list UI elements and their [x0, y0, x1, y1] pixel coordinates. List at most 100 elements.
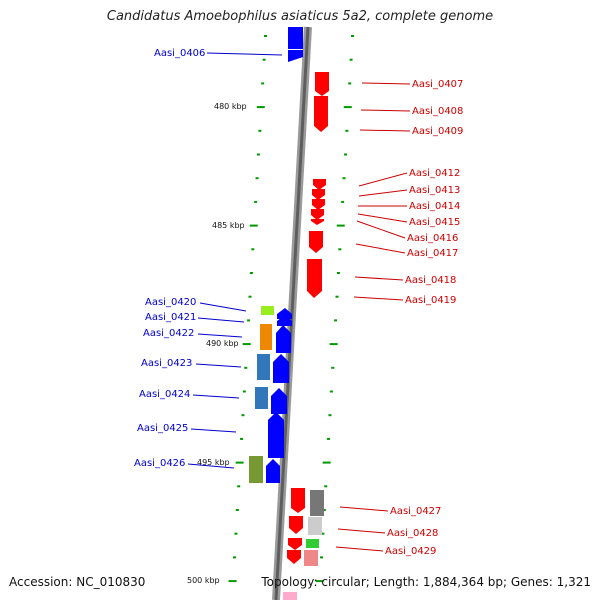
- tick-mark: [329, 390, 333, 393]
- tick-mark: [247, 319, 251, 322]
- gene-label-aasi-0427[interactable]: Aasi_0427: [390, 506, 441, 517]
- cds-aasi-0426[interactable]: [266, 459, 280, 483]
- feature-aasi-0426[interactable]: [249, 456, 263, 483]
- tick-mark: [232, 556, 236, 559]
- cds-aasi-0428[interactable]: [289, 516, 303, 534]
- tick-mark: [237, 485, 241, 488]
- feature-aasi-0429-extra[interactable]: [304, 550, 318, 566]
- cds-aasi-0429[interactable]: [288, 538, 302, 550]
- tick-mark: [242, 343, 251, 346]
- cds-aasi-0417[interactable]: [309, 231, 323, 253]
- tick-mark: [241, 414, 245, 417]
- gene-label-aasi-0420[interactable]: Aasi_0420: [145, 297, 196, 308]
- tick-mark: [261, 82, 265, 85]
- tick-mark: [348, 82, 352, 85]
- tick-mark: [235, 509, 239, 511]
- tick-mark: [256, 106, 265, 109]
- cds-aasi-0416[interactable]: [311, 219, 324, 225]
- cds-aasi-0414[interactable]: [312, 199, 325, 210]
- tick-mark: [244, 366, 248, 369]
- tick-column-right: [315, 35, 354, 583]
- gene-label-aasi-0429[interactable]: Aasi_0429: [385, 546, 436, 557]
- cds-aasi-0425[interactable]: [268, 412, 284, 458]
- gene-label-aasi-0426[interactable]: Aasi_0426: [134, 458, 185, 469]
- feature-aasi-0420[interactable]: [261, 306, 274, 315]
- cds-aasi-0427[interactable]: [291, 488, 305, 513]
- gene-label-aasi-0408[interactable]: Aasi_0408: [412, 106, 463, 117]
- feature-aasi-0423[interactable]: [257, 354, 270, 380]
- gene-label-aasi-0413[interactable]: Aasi_0413: [409, 185, 460, 196]
- gene-label-aasi-0407[interactable]: Aasi_0407: [412, 79, 463, 90]
- tick-mark: [254, 200, 258, 203]
- feature-aasi-0422[interactable]: [260, 324, 272, 350]
- gene-label-aasi-0406[interactable]: Aasi_0406: [154, 48, 205, 59]
- tick-mark: [338, 248, 342, 251]
- cds-aasi-0424[interactable]: [271, 388, 287, 414]
- tick-mark: [264, 35, 267, 37]
- ruler-labels: 480 kbp 485 kbp 490 kbp 495 kbp 500 kbp: [187, 102, 247, 585]
- forward-leader-lines: [187, 52, 283, 469]
- tick-mark: [255, 177, 259, 180]
- tick-mark: [342, 177, 346, 180]
- gene-label-aasi-0424[interactable]: Aasi_0424: [139, 389, 190, 400]
- ruler-label-490: 490 kbp: [206, 339, 239, 348]
- tick-mark: [341, 200, 345, 203]
- feature-aasi-0424[interactable]: [255, 387, 268, 409]
- tick-mark: [240, 437, 244, 440]
- gene-label-aasi-0417[interactable]: Aasi_0417: [407, 248, 458, 259]
- gene-label-aasi-0425[interactable]: Aasi_0425: [137, 423, 188, 434]
- tick-mark: [235, 461, 244, 464]
- tick-mark: [335, 295, 339, 298]
- tick-mark: [249, 272, 253, 274]
- gene-label-aasi-0409[interactable]: Aasi_0409: [412, 126, 463, 137]
- ruler-label-480: 480 kbp: [214, 102, 247, 111]
- tick-mark: [256, 153, 260, 156]
- cds-aasi-0422[interactable]: [276, 325, 291, 353]
- tick-mark: [351, 35, 354, 37]
- tick-mark: [336, 272, 340, 274]
- cds-aasi-0413[interactable]: [312, 189, 325, 200]
- tick-mark: [328, 414, 332, 417]
- ruler-label-500: 500 kbp: [187, 576, 220, 585]
- cds-aasi-0406[interactable]: [288, 27, 303, 49]
- gene-label-aasi-0415[interactable]: Aasi_0415: [409, 217, 460, 228]
- gene-label-aasi-0418[interactable]: Aasi_0418: [405, 275, 456, 286]
- tick-mark: [345, 129, 349, 132]
- cds-aasi-0415[interactable]: [311, 209, 324, 220]
- gene-label-aasi-0416[interactable]: Aasi_0416: [407, 233, 458, 244]
- cds-aasi-0418[interactable]: [307, 259, 322, 298]
- genome-summary-text: Topology: circular; Length: 1,884,364 bp…: [261, 575, 591, 589]
- tick-mark: [262, 58, 266, 61]
- tick-mark: [336, 224, 345, 227]
- cds-aasi-0423[interactable]: [273, 354, 289, 383]
- gene-label-aasi-0423[interactable]: Aasi_0423: [141, 358, 192, 369]
- reverse-strand-features: [283, 72, 329, 600]
- tick-column-left: [228, 35, 267, 583]
- gene-label-aasi-0421[interactable]: Aasi_0421: [145, 312, 196, 323]
- feature-aasi-0429[interactable]: [306, 539, 319, 548]
- cds-aasi-0408[interactable]: [314, 96, 328, 132]
- cds-aasi-0429b[interactable]: [287, 550, 301, 564]
- reverse-labels: Aasi_0407 Aasi_0408 Aasi_0409 Aasi_0412 …: [385, 79, 463, 557]
- feature-bottom[interactable]: [283, 592, 297, 600]
- gene-label-aasi-0422[interactable]: Aasi_0422: [143, 328, 194, 339]
- cds-aasi-0406-head[interactable]: [288, 50, 303, 62]
- tick-mark: [329, 343, 338, 346]
- tick-mark: [258, 129, 262, 132]
- gene-label-aasi-0428[interactable]: Aasi_0428: [387, 528, 438, 539]
- backbone-core: [274, 26, 310, 600]
- cds-small-1[interactable]: [277, 308, 292, 319]
- tick-mark: [327, 437, 331, 440]
- gene-label-aasi-0419[interactable]: Aasi_0419: [405, 295, 456, 306]
- tick-mark: [322, 461, 331, 464]
- gene-label-aasi-0412[interactable]: Aasi_0412: [409, 168, 460, 179]
- cds-aasi-0412[interactable]: [313, 179, 326, 190]
- tick-mark: [319, 556, 323, 559]
- cds-small-2[interactable]: [277, 315, 292, 326]
- feature-aasi-0428[interactable]: [308, 517, 322, 535]
- feature-aasi-0427[interactable]: [310, 490, 324, 516]
- cds-aasi-0407[interactable]: [315, 72, 329, 96]
- tick-mark: [321, 532, 325, 535]
- gene-label-aasi-0414[interactable]: Aasi_0414: [409, 201, 460, 212]
- tick-mark: [322, 509, 326, 511]
